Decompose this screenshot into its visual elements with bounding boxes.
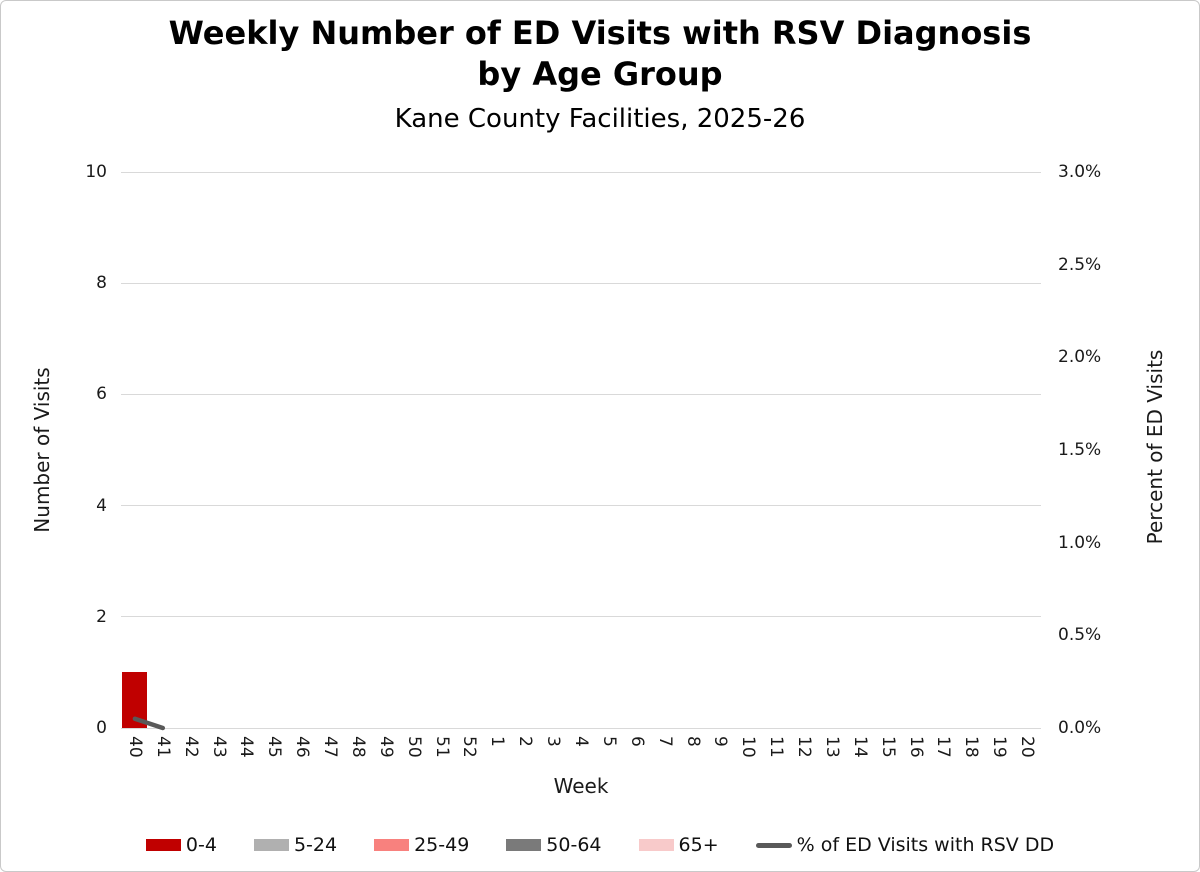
x-tick-week-49: 49 — [375, 736, 396, 758]
x-tick-week-20: 20 — [1017, 736, 1038, 758]
legend-label: 50-64 — [546, 834, 602, 856]
gridline — [121, 727, 1041, 729]
y-tick-left: 4 — [96, 495, 107, 516]
legend-item-5-24: 5-24 — [253, 834, 338, 856]
gridline — [121, 393, 1041, 395]
legend-item-65+: 65+ — [638, 834, 719, 856]
y-tick-right: 2.0% — [1058, 347, 1102, 368]
legend-label: 0-4 — [185, 834, 217, 856]
chart-title-line2: by Age Group — [477, 55, 723, 93]
legend-label: % of ED Visits with RSV DD — [796, 834, 1055, 856]
x-tick-week-44: 44 — [236, 736, 257, 758]
legend-swatch-5-24 — [253, 839, 289, 851]
x-axis-label: Week — [553, 774, 609, 798]
y-tick-right: 1.5% — [1058, 440, 1102, 460]
legend-label: 65+ — [678, 834, 719, 856]
x-tick-week-13: 13 — [821, 736, 842, 758]
y-tick-left: 0 — [96, 718, 107, 738]
x-tick-week-41: 41 — [152, 736, 173, 758]
gridline — [121, 505, 1041, 507]
legend-item-percent-line: % of ED Visits with RSV DD — [755, 834, 1055, 856]
x-tick-week-40: 40 — [124, 736, 145, 758]
legend-label: 25-49 — [414, 834, 470, 856]
x-tick-week-46: 46 — [292, 736, 313, 758]
x-tick-week-2: 2 — [515, 736, 536, 747]
x-tick-week-19: 19 — [989, 736, 1010, 758]
legend-swatch-25-49 — [374, 839, 410, 851]
x-tick-week-14: 14 — [849, 736, 870, 758]
x-tick-week-45: 45 — [264, 736, 285, 758]
x-tick-week-51: 51 — [431, 736, 452, 758]
x-tick-week-15: 15 — [877, 736, 898, 758]
x-tick-week-8: 8 — [682, 736, 703, 747]
y-tick-right: 3.0% — [1058, 162, 1102, 182]
x-tick-week-42: 42 — [180, 736, 201, 758]
x-tick-week-43: 43 — [208, 736, 229, 758]
y-tick-right: 2.5% — [1058, 254, 1102, 275]
y-tick-right: 0.0% — [1058, 718, 1102, 738]
x-tick-week-48: 48 — [347, 736, 368, 758]
legend-line-swatch — [755, 842, 792, 848]
x-tick-week-17: 17 — [933, 736, 954, 758]
x-tick-week-5: 5 — [598, 736, 619, 747]
y-tick-left: 2 — [96, 606, 107, 627]
y-tick-right: 0.5% — [1058, 625, 1102, 646]
x-tick-week-11: 11 — [766, 736, 787, 758]
y-axis-label-right: Percent of ED Visits — [1143, 349, 1167, 545]
gridline — [121, 616, 1041, 618]
chart-title: Weekly Number of ED Visits with RSV Diag… — [1, 13, 1199, 95]
x-tick-week-7: 7 — [654, 736, 675, 747]
y-tick-right: 1.0% — [1058, 532, 1102, 553]
legend-swatch-0-4 — [145, 839, 181, 851]
legend-swatch-50-64 — [506, 839, 542, 851]
x-tick-week-1: 1 — [487, 736, 508, 747]
x-tick-week-10: 10 — [738, 736, 759, 758]
x-tick-week-16: 16 — [905, 736, 926, 758]
x-tick-week-9: 9 — [710, 736, 731, 747]
x-tick-week-3: 3 — [543, 736, 564, 747]
plot-area — [121, 171, 1041, 731]
x-tick-week-50: 50 — [403, 736, 424, 758]
legend-label: 5-24 — [293, 834, 338, 856]
legend-item-50-64: 50-64 — [506, 834, 602, 856]
gridline — [121, 282, 1041, 284]
y-tick-left: 6 — [96, 384, 107, 405]
legend-swatch-65+ — [638, 839, 674, 851]
chart-title-line1: Weekly Number of ED Visits with RSV Diag… — [168, 14, 1032, 52]
chart-legend: 0-4 5-24 25-49 50-64 65+ % of ED Visits with … — [1, 832, 1199, 858]
legend-item-25-49: 25-49 — [374, 834, 469, 856]
x-tick-week-47: 47 — [320, 736, 341, 758]
x-tick-week-6: 6 — [626, 736, 647, 747]
chart-subtitle: Kane County Facilities, 2025-26 — [394, 104, 806, 134]
x-tick-week-52: 52 — [459, 736, 480, 758]
x-tick-week-12: 12 — [794, 736, 815, 758]
x-tick-week-18: 18 — [961, 736, 982, 758]
x-tick-week-4: 4 — [571, 736, 591, 747]
y-tick-left: 8 — [96, 273, 107, 294]
gridline — [121, 171, 1041, 173]
y-tick-left: 10 — [85, 162, 107, 182]
legend-item-0-4: 0-4 — [145, 834, 217, 856]
percent-line — [132, 716, 166, 731]
